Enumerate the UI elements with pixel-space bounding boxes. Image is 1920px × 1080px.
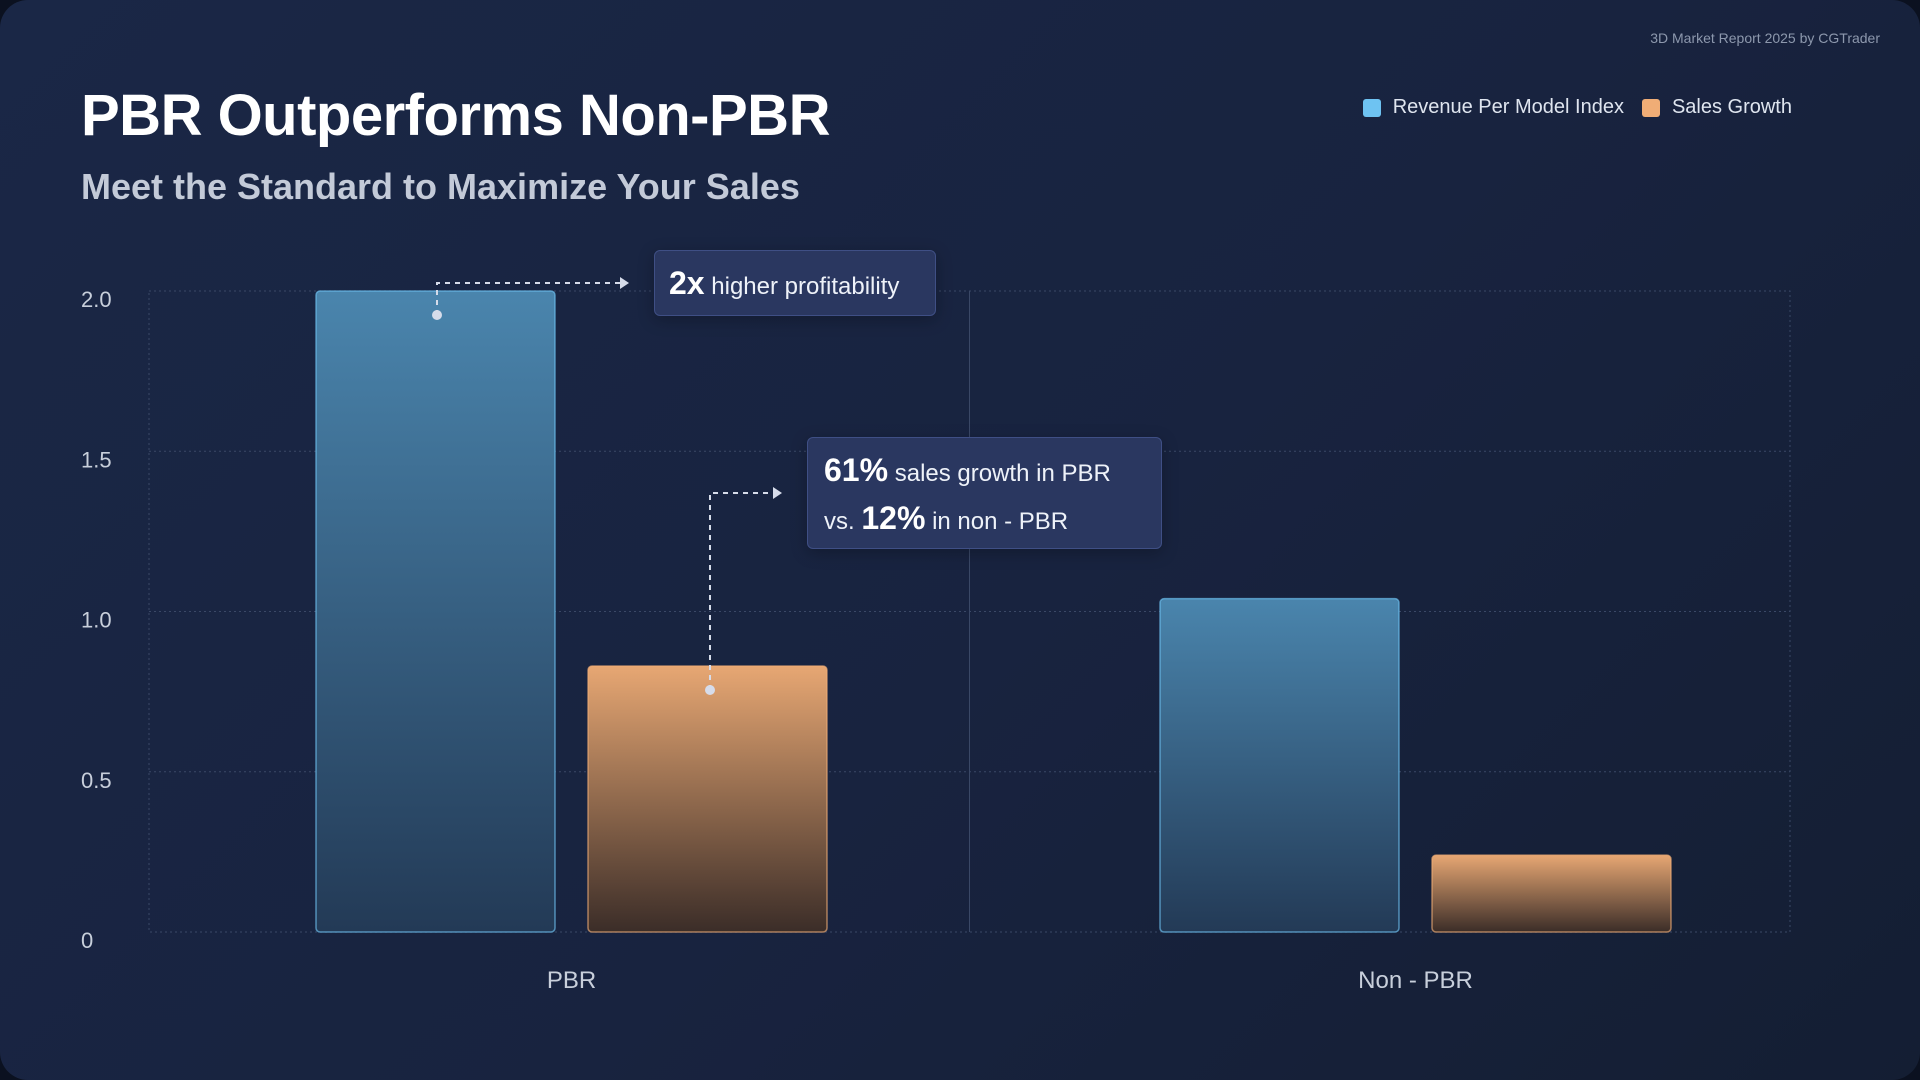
- callout-connectors: [432, 277, 782, 695]
- y-tick-label: 0: [81, 928, 93, 953]
- y-tick-label: 2.0: [81, 287, 112, 312]
- profit-connector-arrow: [620, 277, 629, 289]
- legend-item-revenue: Revenue Per Model Index: [1362, 96, 1624, 119]
- profit-value: 2x: [669, 264, 705, 301]
- nonpbr-value: 12%: [861, 500, 926, 536]
- legend-label-revenue: Revenue Per Model Index: [1392, 96, 1624, 118]
- legend-swatch-sales: [1641, 98, 1660, 117]
- profit-connector-line: [436, 282, 621, 315]
- sales-growth-callout: 61% sales growth in PBR vs. 12% in non -…: [807, 437, 1162, 549]
- profitability-callout: 2x higher profitability: [654, 250, 936, 316]
- legend: Revenue Per Model Index Sales Growth: [1362, 96, 1792, 119]
- chart-title: PBR Outperforms Non-PBR: [81, 83, 830, 148]
- x-tick-label: Non - PBR: [1358, 967, 1473, 994]
- legend-swatch-revenue: [1362, 98, 1381, 117]
- axis-labels: 0 0.5 1.0 1.5 2.0 PBR Non - PBR: [81, 287, 1473, 994]
- growth-connector-line: [709, 492, 774, 690]
- bar-revenue-0: [315, 290, 556, 933]
- source-note: 3D Market Report 2025 by CGTrader: [1650, 30, 1880, 46]
- y-tick-label: 0.5: [81, 768, 112, 793]
- bar-sales-0: [587, 665, 828, 933]
- nonpbr-text: in non - PBR: [932, 508, 1069, 535]
- growth-connector-arrow: [773, 487, 782, 499]
- growth-vs: vs.: [824, 508, 855, 535]
- y-tick-label: 1.5: [81, 447, 112, 472]
- growth-value: 61%: [824, 452, 889, 488]
- profit-text: higher profitability: [711, 272, 900, 300]
- x-tick-label: PBR: [547, 967, 596, 994]
- chart-subtitle: Meet the Standard to Maximize Your Sales: [81, 166, 800, 207]
- bar-revenue-1: [1159, 597, 1400, 933]
- y-tick-label: 1.0: [81, 608, 112, 633]
- bar-sales-1: [1431, 854, 1672, 933]
- bars: [315, 290, 1672, 933]
- growth-text: sales growth in PBR: [894, 460, 1111, 487]
- legend-label-sales: Sales Growth: [1671, 96, 1792, 118]
- legend-item-sales: Sales Growth: [1641, 96, 1792, 119]
